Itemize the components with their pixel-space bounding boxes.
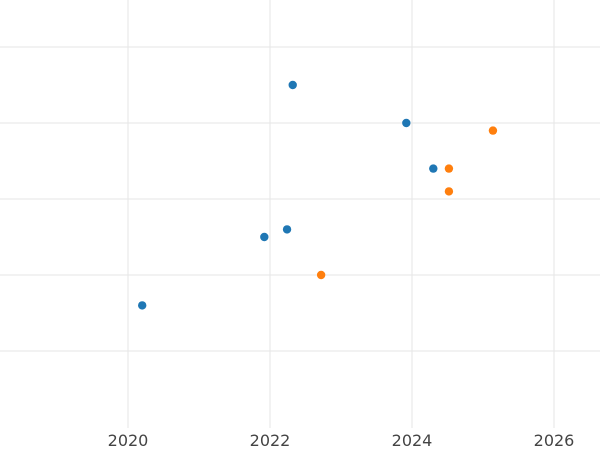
data-point-series1-1 [138, 301, 147, 310]
data-point-series1-4 [288, 80, 297, 90]
x-tick-label-2020: 2020 [108, 431, 149, 450]
x-tick-label-2026: 2026 [534, 431, 575, 450]
grid-layer [0, 0, 600, 428]
data-point-series1-2 [260, 232, 269, 242]
x-tick-labels: 2020 2022 2024 2026 [108, 431, 575, 450]
data-point-series1-6 [429, 164, 438, 173]
data-point-series2-2 [444, 187, 454, 196]
data-point-series2-1 [316, 270, 326, 280]
points-layer [138, 80, 498, 310]
data-point-series2-4 [488, 126, 498, 135]
x-tick-label-2024: 2024 [392, 431, 433, 450]
x-tick-label-2022: 2022 [250, 431, 291, 450]
data-point-series1-3 [282, 225, 292, 234]
data-point-series1-5 [402, 118, 411, 128]
data-point-series2-3 [444, 164, 454, 173]
